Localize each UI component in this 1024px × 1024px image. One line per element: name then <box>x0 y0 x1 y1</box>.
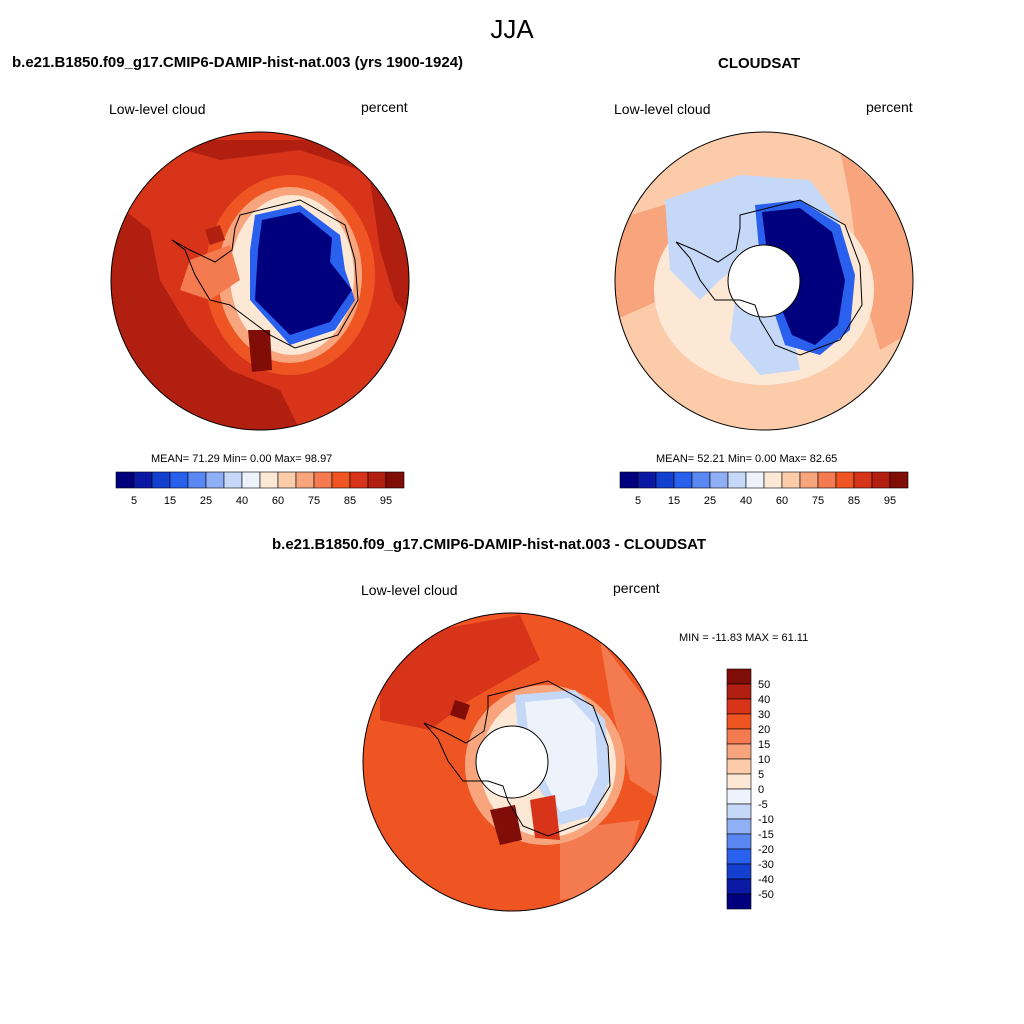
diff-colorbar-tick-label: 30 <box>758 709 770 721</box>
model-colorbar-tick-label: 5 <box>131 495 137 507</box>
obs-panel-title: CLOUDSAT <box>718 55 801 72</box>
diff-colorbar-swatch <box>726 773 752 790</box>
model-colorbar-swatch <box>385 471 405 489</box>
obs-variable-label: Low-level cloud <box>614 101 711 117</box>
season-title: JJA <box>490 14 534 44</box>
model-colorbar-tick-label: 85 <box>344 495 356 507</box>
obs-colorbar-tick-label: 25 <box>704 495 716 507</box>
model-colorbar-tick-label: 95 <box>380 495 392 507</box>
diff-colorbar-swatch <box>726 893 752 910</box>
model-units-label: percent <box>361 99 408 115</box>
diff-units-label: percent <box>613 580 660 596</box>
diff-stats: MIN = -11.83 MAX = 61.11 <box>679 632 809 644</box>
obs-colorbar-tick-label: 15 <box>668 495 680 507</box>
diff-colorbar-tick-label: 20 <box>758 724 770 736</box>
model-colorbar-tick-label: 25 <box>200 495 212 507</box>
obs-stats: MEAN= 52.21 Min= 0.00 Max= 82.65 <box>656 453 838 465</box>
diff-colorbar-swatch <box>726 818 752 835</box>
diff-variable-label: Low-level cloud <box>361 582 458 598</box>
diff-colorbar-tick-label: -50 <box>758 889 774 901</box>
model-stats: MEAN= 71.29 Min= 0.00 Max= 98.97 <box>151 453 333 465</box>
obs-colorbar-tick-label: 85 <box>848 495 860 507</box>
diff-colorbar-swatch <box>726 758 752 775</box>
diff-colorbar-swatch <box>726 788 752 805</box>
diff-colorbar-tick-label: 15 <box>758 739 770 751</box>
diff-colorbar-swatch <box>726 683 752 700</box>
obs-units-label: percent <box>866 99 913 115</box>
model-panel-title: b.e21.B1850.f09_g17.CMIP6-DAMIP-hist-nat… <box>12 54 464 71</box>
obs-colorbar-tick-label: 75 <box>812 495 824 507</box>
diff-panel-title: b.e21.B1850.f09_g17.CMIP6-DAMIP-hist-nat… <box>272 536 706 553</box>
obs-colorbar-swatch <box>889 471 909 489</box>
diff-colorbar-swatch <box>726 863 752 880</box>
obs-colorbar-tick-label: 5 <box>635 495 641 507</box>
diff-colorbar-tick-label: -40 <box>758 874 774 886</box>
model-variable-label: Low-level cloud <box>109 101 206 117</box>
diff-colorbar-swatch <box>726 848 752 865</box>
diff-colorbar-swatch <box>726 713 752 730</box>
diff-colorbar-tick-label: 0 <box>758 784 764 796</box>
diff-colorbar-tick-label: -20 <box>758 844 774 856</box>
diff-colorbar-swatch <box>726 743 752 760</box>
obs-colorbar-tick-label: 60 <box>776 495 788 507</box>
diff-colorbar-tick-label: 10 <box>758 754 770 766</box>
diff-colorbar-tick-label: 50 <box>758 679 770 691</box>
model-colorbar: 5 15 25 40 60 75 85 95 <box>115 471 405 507</box>
diff-colorbar-tick-label: 40 <box>758 694 770 706</box>
diff-colorbar-swatch <box>726 668 752 685</box>
obs-colorbar-tick-label: 40 <box>740 495 752 507</box>
diff-colorbar-tick-label: -5 <box>758 799 768 811</box>
diff-colorbar-swatch <box>726 728 752 745</box>
model-colorbar-tick-label: 75 <box>308 495 320 507</box>
diff-colorbar-swatch <box>726 878 752 895</box>
diff-colorbar-tick-label: -10 <box>758 814 774 826</box>
model-colorbar-tick-label: 60 <box>272 495 284 507</box>
diff-colorbar-tick-label: -30 <box>758 859 774 871</box>
diff-colorbar-tick-label: 5 <box>758 769 764 781</box>
model-colorbar-tick-label: 15 <box>164 495 176 507</box>
diff-colorbar-tick-label: -15 <box>758 829 774 841</box>
model-colorbar-tick-label: 40 <box>236 495 248 507</box>
diff-colorbar-swatch <box>726 698 752 715</box>
diff-colorbar-swatch <box>726 833 752 850</box>
obs-colorbar-tick-label: 95 <box>884 495 896 507</box>
obs-colorbar: 5 15 25 40 60 75 85 95 <box>619 471 909 507</box>
diff-colorbar-swatch <box>726 803 752 820</box>
